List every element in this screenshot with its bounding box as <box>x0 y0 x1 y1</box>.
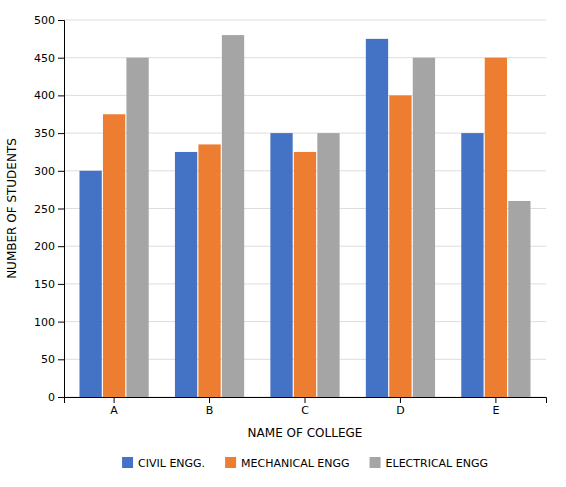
y-tick-mark <box>58 20 64 21</box>
y-tick: 250 <box>34 203 64 216</box>
y-tick-label: 350 <box>34 127 55 140</box>
x-tick-label: B <box>206 404 214 417</box>
y-tick: 300 <box>34 165 64 178</box>
y-tick-label: 150 <box>34 278 55 291</box>
legend-swatch <box>122 457 133 468</box>
x-tick: D <box>396 397 404 417</box>
legend-swatch <box>370 457 381 468</box>
y-tick-label: 500 <box>34 14 55 27</box>
bar-series <box>126 35 530 397</box>
y-tick: 200 <box>34 240 64 253</box>
bar <box>103 114 125 397</box>
y-tick-mark <box>58 58 64 59</box>
bar <box>270 133 292 397</box>
grid-line <box>64 20 546 21</box>
y-tick-label: 250 <box>34 203 55 216</box>
y-tick-label: 0 <box>48 391 55 404</box>
x-axis-title: NAME OF COLLEGE <box>248 426 363 440</box>
y-tick-label: 400 <box>34 89 55 102</box>
bar <box>294 152 316 397</box>
y-tick: 400 <box>34 89 64 102</box>
y-tick-mark <box>58 95 64 96</box>
y-tick: 450 <box>34 52 64 65</box>
x-axis-line <box>65 398 547 404</box>
bar <box>366 39 388 397</box>
legend-label: CIVIL ENGG. <box>138 457 205 470</box>
y-tick-mark <box>58 171 64 172</box>
bar <box>485 58 507 397</box>
bar <box>198 144 220 397</box>
bar <box>79 171 101 397</box>
bar <box>413 58 435 397</box>
x-tick: B <box>206 397 214 417</box>
x-tick-mark <box>305 397 306 403</box>
y-tick: 0 <box>48 391 64 404</box>
y-tick: 100 <box>34 316 64 329</box>
y-tick: 500 <box>34 14 64 27</box>
x-tick-mark <box>114 397 115 403</box>
x-tick-label: C <box>301 404 309 417</box>
bar-series <box>103 58 507 397</box>
x-tick: E <box>492 397 499 417</box>
x-tick-mark <box>209 397 210 403</box>
bar <box>126 58 148 397</box>
y-tick-label: 100 <box>34 316 55 329</box>
y-tick-label: 450 <box>34 52 55 65</box>
legend-label: MECHANICAL ENGG <box>241 457 349 470</box>
y-tick: 350 <box>34 127 64 140</box>
y-tick-label: 200 <box>34 240 55 253</box>
y-tick-mark <box>58 322 64 323</box>
y-tick-mark <box>58 397 64 398</box>
bar <box>317 133 339 397</box>
bar-series <box>79 39 483 397</box>
bar <box>175 152 197 397</box>
bar <box>461 133 483 397</box>
y-tick-label: 50 <box>41 353 55 366</box>
y-tick-mark <box>58 133 64 134</box>
bars <box>79 35 530 397</box>
y-tick-mark <box>58 284 64 285</box>
y-tick: 150 <box>34 278 64 291</box>
y-axis: 0 50 100 150 200 250 300 350 400 450 500 <box>34 14 65 404</box>
x-axis: A B C D E <box>65 397 547 417</box>
y-axis-title: NUMBER OF STUDENTS <box>5 138 19 279</box>
bar <box>508 201 530 397</box>
plot: A B C D E 0 50 100 150 200 250 300 350 400 450 500 <box>34 14 547 417</box>
y-tick-mark <box>58 359 64 360</box>
legend-item: ELECTRICAL ENGG <box>370 457 488 470</box>
x-tick-label: E <box>492 404 499 417</box>
legend-label: ELECTRICAL ENGG <box>386 457 488 470</box>
x-tick-label: D <box>396 404 404 417</box>
legend-swatch <box>225 457 236 468</box>
y-axis-line <box>58 21 65 398</box>
y-tick-mark <box>58 246 64 247</box>
chart: A B C D E 0 50 100 150 200 250 300 350 400 450 500 NAME … <box>0 0 566 487</box>
bar <box>389 95 411 397</box>
x-tick-mark <box>495 397 496 403</box>
bar <box>222 35 244 397</box>
x-tick: A <box>110 397 118 417</box>
x-tick: C <box>301 397 309 417</box>
legend-item: CIVIL ENGG. <box>122 457 205 470</box>
x-tick-mark <box>400 397 401 403</box>
legend: CIVIL ENGG. MECHANICAL ENGG ELECTRICAL ENG… <box>122 457 488 470</box>
x-tick-label: A <box>110 404 118 417</box>
legend-item: MECHANICAL ENGG <box>225 457 349 470</box>
y-tick-label: 300 <box>34 165 55 178</box>
y-tick-mark <box>58 209 64 210</box>
grid <box>64 20 546 397</box>
y-tick: 50 <box>41 353 64 366</box>
